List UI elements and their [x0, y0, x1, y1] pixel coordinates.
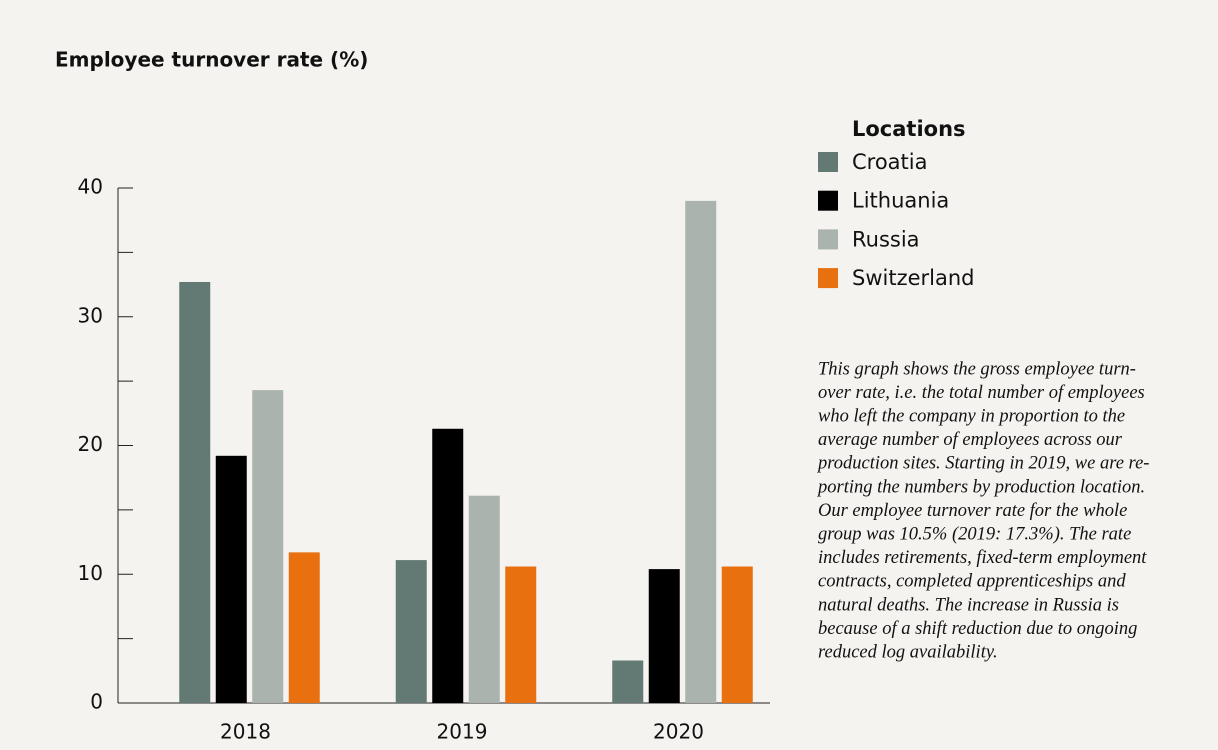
y-tick-label: 30: [78, 303, 103, 327]
legend-label: Lithuania: [852, 189, 949, 213]
y-tick-label: 40: [78, 175, 103, 199]
note-line: natural deaths. The increase in Russia i…: [818, 595, 1119, 615]
bar: [288, 552, 320, 703]
bar: [215, 455, 247, 703]
legend-swatch: [818, 190, 838, 211]
x-tick-label: 2020: [653, 720, 704, 744]
legend-label: Russia: [852, 227, 920, 251]
bar: [648, 569, 680, 703]
note-line: who left the company in proportion to th…: [818, 406, 1125, 426]
note-line: contracts, completed apprenticeships and: [818, 572, 1126, 592]
bar: [612, 660, 644, 703]
x-tick-label: 2019: [437, 720, 488, 744]
chart-title: Employee turnover rate (%): [55, 48, 368, 72]
note-line: group was 10.5% (2019: 17.3%). The rate: [818, 524, 1131, 544]
note-line: average number of employees across our: [818, 430, 1123, 450]
legend-title: Locations: [852, 117, 966, 141]
note-line: because of a shift reduction due to ongo…: [818, 619, 1137, 639]
note-line: This graph shows the gross employee turn…: [818, 359, 1136, 379]
bar: [179, 281, 211, 703]
bar: [685, 200, 717, 703]
bar: [252, 390, 284, 703]
x-tick-label: 2018: [220, 720, 271, 744]
bar: [432, 428, 464, 703]
legend-label: Switzerland: [852, 266, 975, 290]
bar: [468, 495, 500, 703]
note-line: production sites. Starting in 2019, we a…: [816, 454, 1149, 474]
legend-swatch: [818, 229, 838, 250]
y-tick-label: 20: [78, 432, 103, 456]
legend-label: Croatia: [852, 150, 928, 174]
y-tick-label: 10: [78, 561, 103, 585]
bar: [395, 560, 427, 703]
note-line: reduced log availability.: [818, 642, 998, 662]
note-line: over rate, i.e. the total number of empl…: [818, 383, 1145, 403]
bar: [505, 566, 537, 703]
y-tick-label: 0: [90, 690, 103, 714]
legend-swatch: [818, 268, 838, 289]
note-line: includes retirements, fixed-term employm…: [818, 548, 1147, 568]
bar: [721, 566, 753, 703]
legend-swatch: [818, 152, 838, 172]
note-line: Our employee turnover rate for the whole: [818, 501, 1127, 521]
note-line: porting the numbers by production locati…: [816, 477, 1145, 497]
